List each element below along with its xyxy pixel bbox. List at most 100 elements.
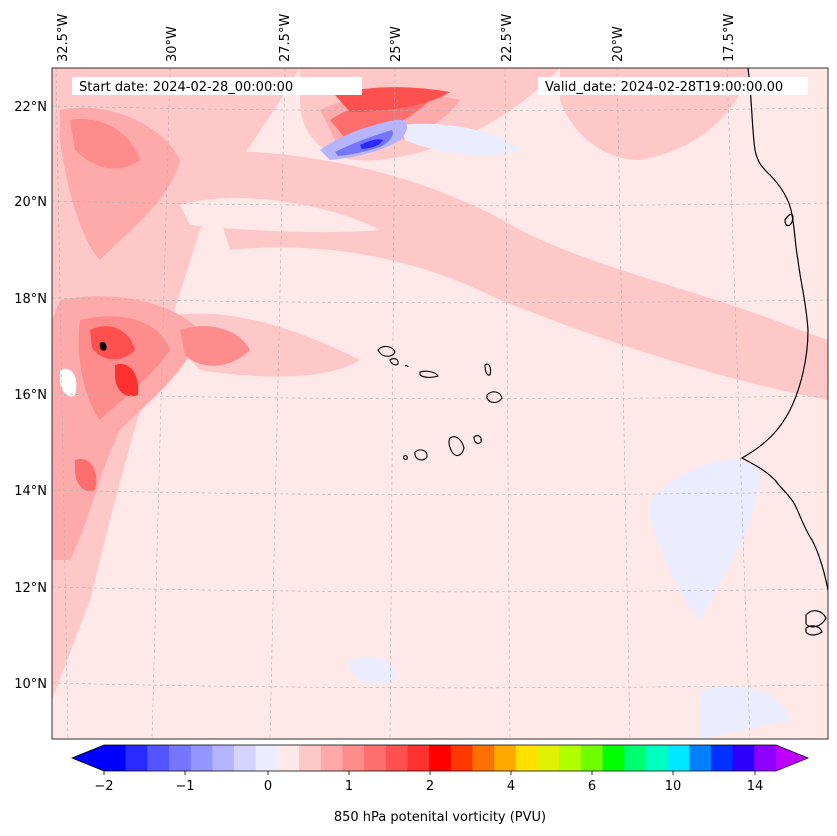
- pv-neg-se: [700, 686, 790, 739]
- colorbar-cell: [602, 745, 625, 771]
- pv-neg-core-mid: [335, 130, 393, 156]
- colorbar-tick-label: 6: [588, 779, 596, 794]
- colorbar-extend-high: [776, 745, 808, 771]
- colorbar-cell: [732, 745, 755, 771]
- colorbar-cell: [450, 745, 473, 771]
- pv-neg-core-inner: [360, 139, 383, 149]
- pv-peak: [99, 341, 107, 351]
- lon-label-20w: 20°W: [611, 26, 626, 62]
- pv-core-w2: [180, 326, 250, 366]
- island-maio: [473, 435, 482, 444]
- island-brava: [403, 455, 408, 460]
- pv-pos-north-core: [335, 87, 450, 112]
- latitude-labels: 22°N 20°N 18°N 16°N 14°N 12°N 10°N: [14, 100, 47, 692]
- colorbar-cell: [364, 745, 387, 771]
- colorbar-cell: [190, 745, 213, 771]
- colorbar-cell: [667, 745, 690, 771]
- colorbar: −2 −1 0 1 2 4 6 10 14 850 hPa potenital vorticit…: [70, 744, 810, 825]
- lon-label-22-5w: 22.5°W: [500, 14, 515, 62]
- island-sal: [484, 363, 492, 376]
- colorbar-cell: [299, 745, 322, 771]
- pv-core-w4: [115, 364, 139, 397]
- colorbar-cell: [754, 745, 777, 771]
- pv-neg-east: [650, 460, 760, 620]
- lat-label-22n: 22°N: [14, 100, 47, 115]
- colorbar-ticks: −2 −1 0 1 2 4 6 10 14: [94, 771, 763, 794]
- meridian-20w: [616, 68, 631, 739]
- colorbar-cell: [407, 745, 430, 771]
- lon-label-25w: 25°W: [389, 26, 404, 62]
- start-date-label: Start date: 2024-02-28_00:00:00: [79, 80, 293, 95]
- colorbar-cell: [342, 745, 365, 771]
- colorbar-cell: [645, 745, 669, 771]
- pv-neg-band: [400, 123, 520, 156]
- africa-coast: [740, 68, 828, 591]
- colorbar-tick-label: 14: [747, 779, 764, 794]
- bijagos-island-2: [805, 625, 823, 636]
- lat-label-18n: 18°N: [14, 292, 47, 307]
- start-date-box: [72, 77, 362, 95]
- valid-date-box: [538, 77, 808, 95]
- island-boa-vista: [486, 391, 503, 404]
- colorbar-cell: [212, 745, 235, 771]
- colorbar-cell: [277, 745, 300, 771]
- coastlines: [740, 68, 828, 636]
- colorbar-cell: [385, 745, 408, 771]
- lon-label-30w: 30°W: [165, 26, 180, 62]
- colorbar-cell: [169, 745, 192, 771]
- colorbar-tick-label: 4: [507, 779, 515, 794]
- map-panel: Start date: 2024-02-28_00:00:00 Valid_da…: [52, 68, 828, 739]
- lat-label-10n: 10°N: [14, 677, 47, 692]
- colorbar-cell: [580, 745, 603, 771]
- pv-field: [52, 68, 828, 739]
- meridian-17-5w: [726, 68, 751, 739]
- meridian-25w: [389, 68, 396, 739]
- lat-label-20n: 20°N: [14, 195, 47, 210]
- colorbar-cell: [472, 745, 495, 771]
- colorbar-tick-label: −1: [175, 779, 194, 794]
- colorbar-cell: [429, 745, 452, 771]
- graticule: [52, 68, 828, 739]
- cape-verde-islands: [377, 345, 503, 461]
- island-santo-antao: [377, 345, 396, 357]
- lat-label-16n: 16°N: [14, 388, 47, 403]
- colorbar-cell: [710, 745, 734, 771]
- colorbar-cell: [624, 745, 647, 771]
- meridian-32-5w: [55, 68, 69, 739]
- colorbar-cell: [147, 745, 170, 771]
- island-santa-luzia: [404, 365, 409, 368]
- pv-core-w5: [75, 459, 97, 492]
- colorbar-cell: [104, 745, 127, 771]
- colorbar-cell: [515, 745, 538, 771]
- pv-neg-s: [350, 656, 396, 685]
- lat-label-14n: 14°N: [14, 484, 47, 499]
- lon-label-17-5w: 17.5°W: [722, 14, 737, 62]
- map-frame: [51, 67, 829, 740]
- colorbar-cell: [234, 745, 257, 771]
- colorbar-tick-label: −2: [94, 779, 113, 794]
- colorbar-tick-label: 1: [345, 779, 353, 794]
- colorbar-title: 850 hPa potenital vorticity (PVU): [334, 810, 546, 825]
- colorbar-cell: [125, 745, 148, 771]
- island-sao-vicente: [389, 358, 399, 366]
- colorbar-tick-label: 2: [426, 779, 434, 794]
- island-sao-nicolau: [419, 370, 439, 378]
- colorbar-cell: [559, 745, 582, 771]
- valid-date-label: Valid_date: 2024-02-28T19:00:00.00: [545, 80, 783, 95]
- pv-core-w3: [90, 326, 135, 360]
- colorbar-cell: [255, 745, 278, 771]
- pv-zero-1: [60, 368, 77, 397]
- pv-gap-1: [180, 198, 380, 233]
- island-fogo: [414, 449, 428, 461]
- island-santiago: [448, 436, 465, 457]
- colorbar-cells: [104, 745, 777, 771]
- meridian-22-5w: [504, 68, 511, 739]
- colorbar-cell: [689, 745, 712, 771]
- colorbar-tick-label: 0: [264, 779, 272, 794]
- meridian-30w: [151, 68, 171, 739]
- meridian-27-5w: [269, 68, 286, 739]
- pv-band-central: [200, 150, 828, 400]
- colorbar-cell: [320, 745, 343, 771]
- colorbar-tick-label: 10: [665, 779, 682, 794]
